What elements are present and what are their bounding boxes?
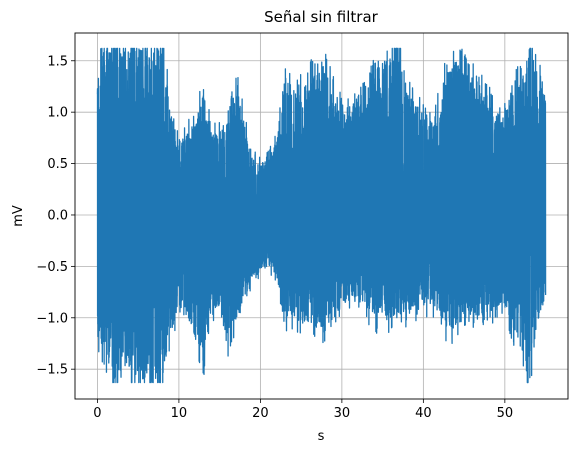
x-tick-label: 40: [415, 406, 432, 421]
x-tick-label: 20: [252, 406, 269, 421]
y-axis-label: mV: [11, 205, 26, 227]
plot-frame: [74, 32, 569, 400]
y-tick-label: −1.0: [36, 311, 68, 326]
y-tick-label: 1.5: [47, 54, 68, 69]
x-axis: 0 10 20 30 40 50: [93, 399, 513, 421]
y-tick-label: 0.0: [47, 208, 68, 223]
x-tick-label: 30: [334, 406, 351, 421]
y-tick-label: 0.5: [47, 157, 68, 172]
signal-line: [96, 47, 547, 384]
y-tick-label: 1.0: [47, 106, 68, 121]
y-tick-label: −1.5: [36, 363, 68, 378]
x-tick-label: 50: [497, 406, 514, 421]
x-axis-label: s: [318, 429, 325, 444]
y-axis: −1.5 −1.0 −0.5 0.0 0.5 1.0 1.5: [36, 54, 75, 378]
x-tick-label: 0: [93, 406, 101, 421]
x-tick-label: 10: [171, 406, 188, 421]
chart-title: Señal sin filtrar: [264, 8, 378, 26]
signal-series: [96, 47, 547, 384]
y-tick-label: −0.5: [36, 260, 68, 275]
